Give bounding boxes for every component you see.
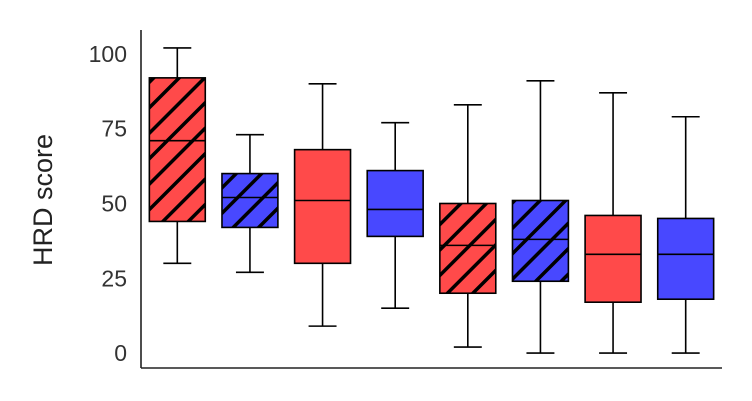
box-6 [511,80,570,354]
box-7 [584,92,642,354]
box-series [148,47,715,354]
iqr-box [584,214,642,303]
y-tick-label: 100 [89,41,127,67]
box-3 [293,83,352,327]
y-tick-label: 0 [114,340,127,366]
iqr-box [293,148,352,265]
box-8 [656,115,715,354]
y-axis-label: HRD score [28,134,58,266]
iqr-box [439,202,497,295]
y-tick-label: 75 [101,116,127,142]
iqr-box [511,199,570,283]
iqr-box [148,77,207,223]
box-2 [221,133,279,274]
iqr-box [221,172,279,229]
box-4 [366,121,424,309]
iqr-box [366,169,424,238]
y-axis: 0 25 50 75 100 [89,30,142,368]
box-5 [439,103,497,348]
box-1 [148,47,207,265]
y-tick-label: 25 [101,265,127,291]
y-tick-label: 50 [101,190,127,216]
iqr-box [656,217,715,301]
